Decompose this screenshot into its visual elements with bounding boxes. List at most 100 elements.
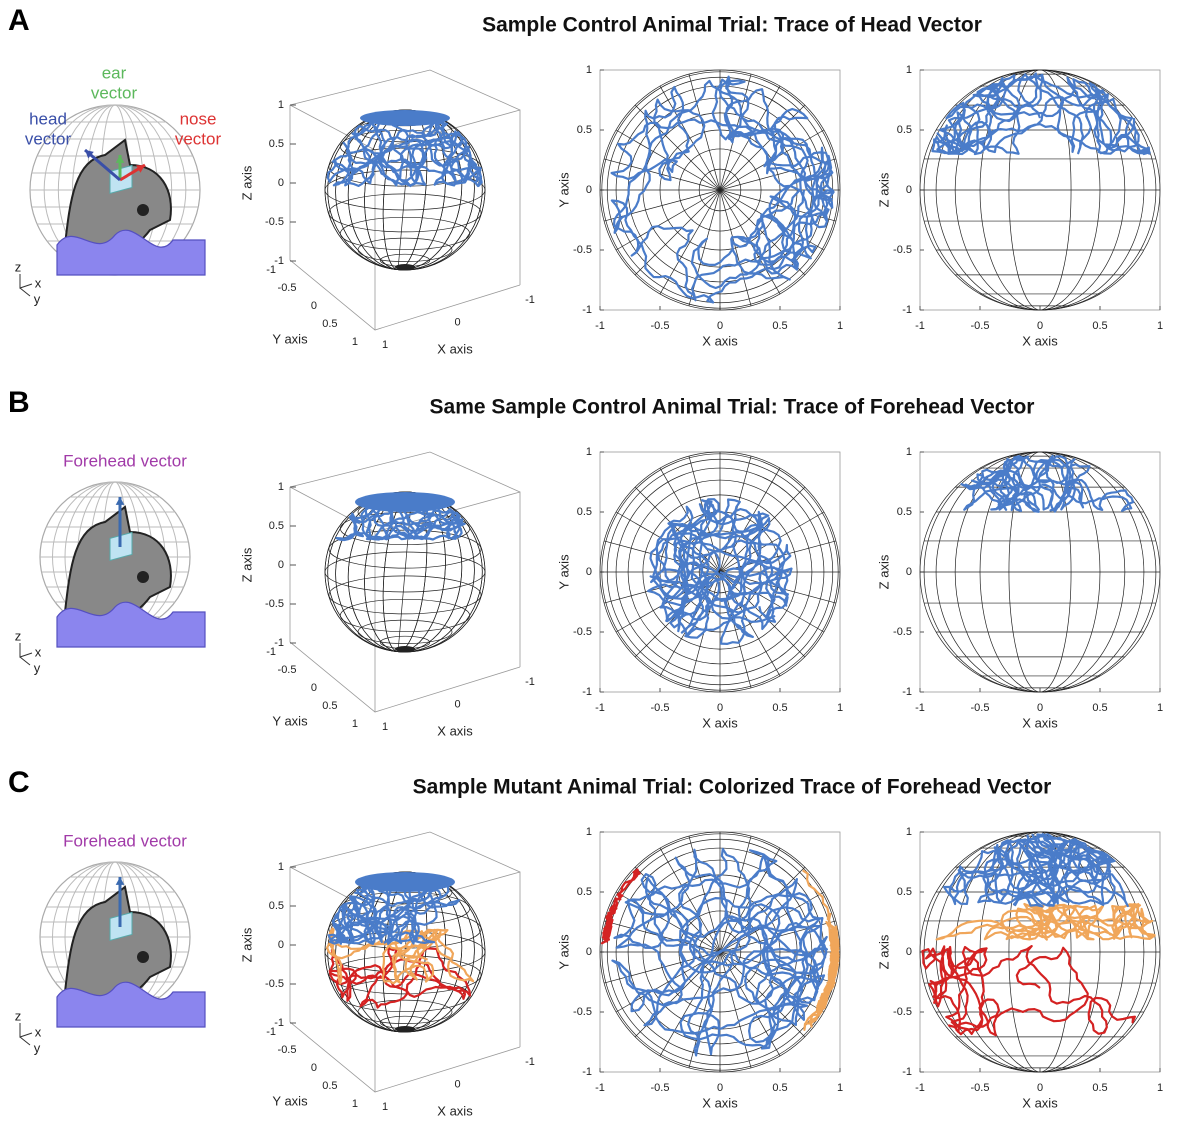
x-tick-label: 0	[454, 1078, 460, 1090]
eye	[137, 204, 149, 216]
y-axis-label: Y axis	[272, 713, 308, 728]
glyph-z: z	[15, 628, 22, 643]
spoke	[659, 847, 721, 953]
panel-letter: B	[8, 386, 30, 419]
x-tick-label: -0.5	[971, 1082, 990, 1094]
spoke	[688, 73, 721, 191]
panel-letter: A	[8, 4, 30, 37]
forehead-arrow-head	[115, 497, 125, 505]
pole	[395, 1026, 415, 1032]
nose-vector-label: vector	[175, 129, 222, 148]
panel-title: Same Sample Control Animal Trial: Trace …	[430, 396, 1035, 419]
x-tick-label: -0.5	[651, 1082, 670, 1094]
x-axis-label: X axis	[702, 333, 738, 348]
glyph-x: x	[35, 644, 42, 659]
z-tick-label: 1	[278, 481, 284, 493]
z-axis-label: Z axis	[239, 547, 254, 582]
waves	[56, 981, 206, 1028]
y-axis-label: Z axis	[876, 554, 891, 589]
z-tick-label: -0.5	[265, 216, 284, 228]
nose-arrow-head	[136, 165, 145, 173]
x-tick-label: 0	[717, 320, 723, 332]
y-tick-label: -1	[266, 264, 276, 276]
y-tick-label: -0.5	[278, 664, 297, 676]
head-vector-label: vector	[25, 129, 72, 148]
z-tick-label: -1	[274, 255, 284, 267]
y-tick-label: 1	[586, 446, 592, 458]
trace	[921, 945, 1136, 1037]
z-tick-label: 0	[278, 939, 284, 951]
y-tick-label: -0.5	[573, 1006, 592, 1018]
trace	[647, 498, 793, 645]
glyph-x: x	[35, 275, 42, 290]
eye	[137, 951, 149, 963]
y-tick-label: -0.5	[278, 1044, 297, 1056]
x-tick-label: 1	[837, 320, 843, 332]
spoke	[719, 571, 752, 689]
y-tick-label: 1	[906, 446, 912, 458]
glyph-x: x	[35, 1024, 42, 1039]
y-tick-label: 0.5	[322, 318, 337, 330]
x-tick-label: -1	[525, 294, 535, 306]
spoke	[634, 104, 721, 191]
y-tick-label: 0	[311, 1062, 317, 1074]
spoke	[615, 189, 721, 251]
x-tick-label: 1	[837, 1082, 843, 1094]
head-arrow-head	[85, 150, 94, 159]
y-tick-label: 0	[586, 184, 592, 196]
forehead-vector-label: Forehead vector	[63, 831, 187, 850]
z-tick-label: 1	[278, 99, 284, 111]
x-tick-label: -1	[595, 702, 605, 714]
x-tick-label: -1	[915, 1082, 925, 1094]
x-tick-label: 0.5	[1092, 702, 1107, 714]
x-tick-label: 0	[1037, 320, 1043, 332]
y-tick-label: 0.5	[577, 506, 592, 518]
z-tick-label: 0.5	[269, 520, 284, 532]
x-tick-label: -1	[595, 1082, 605, 1094]
y-tick-label: 1	[352, 1098, 358, 1110]
y-tick-label: 0.5	[897, 886, 912, 898]
spoke	[659, 189, 721, 295]
x-tick-label: -1	[915, 702, 925, 714]
y-tick-label: 1	[586, 64, 592, 76]
y-tick-label: -1	[582, 686, 592, 698]
y-axis-label: Z axis	[876, 172, 891, 207]
head-vector-label: head	[29, 109, 67, 128]
x-tick-label: 0	[454, 316, 460, 328]
ear-vector-label: vector	[91, 83, 138, 102]
latitude	[339, 598, 471, 633]
x-tick-label: 0.5	[772, 1082, 787, 1094]
panel-letter: C	[8, 766, 30, 799]
eye	[137, 571, 149, 583]
latitude	[328, 575, 482, 615]
spoke	[719, 189, 752, 307]
forehead-vector-label: Forehead vector	[63, 451, 187, 470]
spoke	[659, 85, 721, 191]
y-tick-label: -0.5	[573, 626, 592, 638]
z-tick-label: -1	[274, 637, 284, 649]
y-tick-label: -1	[582, 1066, 592, 1078]
z-tick-label: 0.5	[269, 900, 284, 912]
glyph-y: y	[34, 660, 41, 675]
y-tick-label: 1	[906, 64, 912, 76]
trace	[960, 454, 1135, 513]
x-tick-label: -1	[915, 320, 925, 332]
trace	[802, 869, 840, 1031]
y-tick-label: -1	[902, 1066, 912, 1078]
waves	[56, 229, 206, 276]
y-axis-label: Z axis	[876, 934, 891, 969]
spoke	[719, 158, 837, 191]
x-axis-label: X axis	[1022, 333, 1058, 348]
x-tick-label: 1	[1157, 320, 1163, 332]
spoke	[719, 85, 781, 191]
glyph-z: z	[15, 1008, 22, 1023]
y-axis-label: Y axis	[556, 554, 571, 590]
x-tick-label: -0.5	[971, 320, 990, 332]
y-tick-label: 0	[586, 566, 592, 578]
x-tick-label: 0.5	[1092, 1082, 1107, 1094]
y-tick-label: -1	[582, 304, 592, 316]
panel-title: Sample Control Animal Trial: Trace of He…	[482, 14, 982, 37]
y-tick-label: 0	[906, 566, 912, 578]
z-tick-label: -1	[274, 1017, 284, 1029]
x-tick-label: 1	[382, 721, 388, 733]
